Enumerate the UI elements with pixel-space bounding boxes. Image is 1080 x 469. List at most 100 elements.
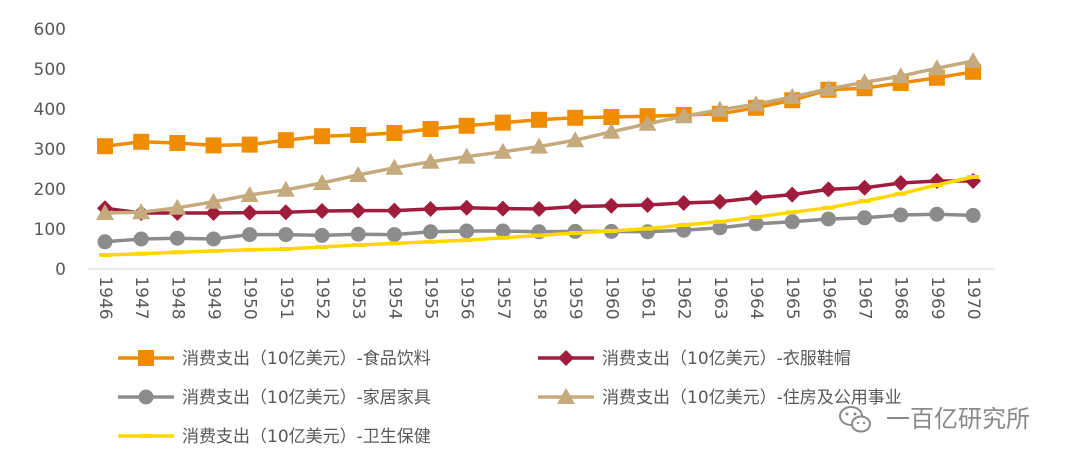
data-point — [967, 175, 980, 179]
legend-label: 消费支出（10亿美元）-食品饮料 — [182, 349, 431, 369]
legend-marker — [138, 389, 154, 405]
data-point — [819, 80, 838, 96]
data-point — [169, 135, 186, 151]
x-tick-label: 1952 — [312, 276, 332, 319]
x-tick-label: 1958 — [529, 276, 549, 319]
x-tick-label: 1959 — [565, 276, 585, 319]
data-point — [603, 109, 620, 125]
data-point — [784, 214, 800, 230]
data-point — [458, 199, 475, 216]
x-axis: 1946 1947 1948 1949 1950 1951 1952 1953 1954 1955… — [95, 276, 983, 319]
x-tick-label: 1947 — [131, 276, 151, 319]
x-tick-label: 1948 — [167, 276, 187, 319]
data-point — [135, 251, 148, 256]
data-point — [133, 231, 149, 247]
y-tick-label: 0 — [55, 260, 66, 280]
data-point — [241, 204, 258, 221]
x-tick-label: 1953 — [348, 276, 368, 319]
data-point — [169, 230, 185, 246]
data-point — [277, 204, 294, 221]
x-tick-label: 1968 — [891, 276, 911, 319]
data-point — [748, 189, 765, 206]
data-point — [241, 136, 258, 153]
data-point — [206, 231, 222, 247]
data-point — [856, 179, 873, 196]
data-point — [350, 127, 367, 143]
data-point — [422, 201, 439, 217]
data-point — [276, 180, 295, 197]
legend-item: 消费支出（10亿美元）-卫生保健 — [118, 427, 431, 447]
series — [96, 52, 983, 220]
data-point — [386, 202, 403, 219]
data-point — [712, 220, 728, 236]
data-point — [350, 202, 367, 219]
data-point — [893, 207, 909, 223]
data-point — [638, 114, 657, 131]
data-point — [822, 205, 835, 210]
data-point — [205, 205, 222, 221]
data-point — [641, 226, 654, 231]
data-point — [674, 107, 693, 124]
data-point — [965, 207, 981, 223]
watermark-text: 一百亿研究所 — [886, 405, 1030, 433]
data-point — [711, 193, 728, 210]
data-point — [710, 100, 729, 117]
watermark: 一百亿研究所 — [839, 405, 1030, 433]
x-tick-label: 1961 — [638, 276, 658, 319]
legend-marker — [138, 350, 154, 366]
data-point — [858, 199, 871, 203]
data-point — [639, 197, 656, 213]
x-tick-label: 1962 — [674, 276, 694, 319]
data-point — [314, 203, 331, 219]
data-point — [530, 137, 549, 154]
series-line — [104, 70, 974, 148]
data-point — [314, 128, 331, 145]
data-point — [388, 241, 401, 246]
data-point — [313, 174, 332, 190]
y-tick-label: 100 — [34, 220, 66, 240]
data-point — [892, 175, 909, 191]
x-tick-label: 1957 — [493, 276, 513, 319]
data-point — [531, 111, 548, 128]
data-point — [459, 223, 475, 239]
data-point — [964, 52, 983, 68]
data-point — [857, 210, 873, 226]
legend-label: 消费支出（10亿美元）-家居家具 — [182, 388, 431, 408]
data-point — [747, 95, 766, 112]
data-point — [386, 125, 403, 141]
data-point — [531, 201, 548, 217]
data-point — [457, 147, 476, 164]
x-tick-label: 1951 — [276, 276, 296, 319]
data-point — [783, 88, 802, 104]
y-axis: 0 100 200 300 400 500 600 — [34, 20, 66, 280]
x-tick-label: 1969 — [927, 276, 947, 319]
data-point — [567, 198, 584, 215]
x-tick-label: 1966 — [818, 276, 838, 319]
data-point — [820, 211, 836, 227]
legend-marker — [557, 388, 575, 404]
data-point — [279, 247, 292, 251]
data-point — [132, 203, 151, 220]
data-point — [533, 233, 546, 238]
y-tick-label: 400 — [34, 100, 66, 120]
data-point — [855, 73, 874, 90]
data-point — [242, 227, 258, 243]
data-point — [277, 132, 294, 149]
x-tick-label: 1955 — [421, 276, 441, 319]
data-point — [495, 223, 511, 239]
data-point — [894, 191, 907, 196]
x-tick-label: 1970 — [963, 276, 983, 319]
data-point — [204, 192, 223, 209]
data-point — [784, 186, 801, 203]
x-tick-label: 1949 — [204, 276, 224, 319]
data-point — [207, 249, 220, 253]
data-point — [278, 227, 294, 243]
data-point — [566, 131, 585, 148]
legend-item: 消费支出（10亿美元）-食品饮料 — [118, 349, 431, 369]
x-tick-label: 1965 — [782, 276, 802, 319]
data-point — [171, 250, 184, 255]
data-point — [316, 245, 329, 249]
plot-area — [96, 52, 983, 257]
x-tick-label: 1964 — [746, 276, 766, 319]
